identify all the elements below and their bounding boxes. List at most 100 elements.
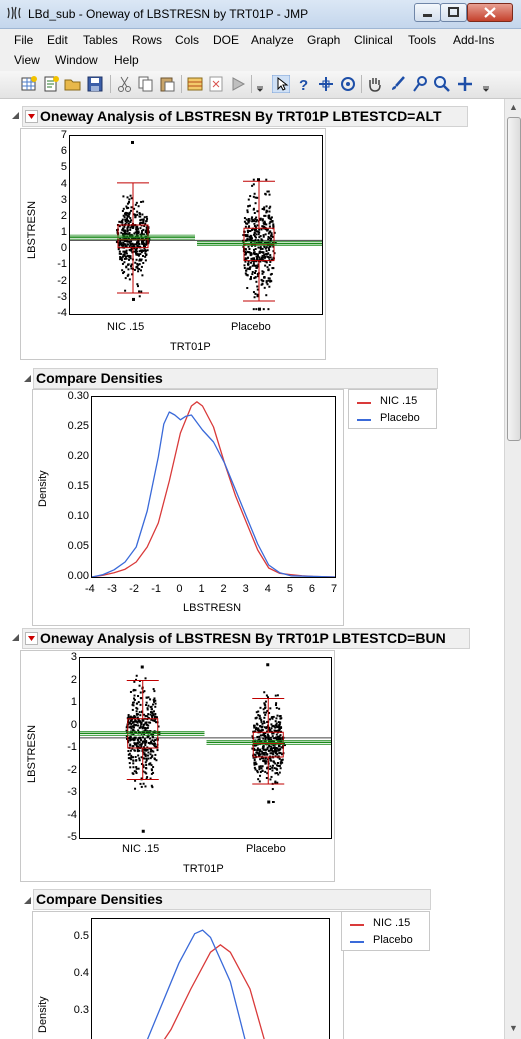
menu-edit[interactable]: Edit: [47, 33, 68, 47]
data-point: [259, 725, 262, 728]
window-title-bar[interactable]: LBd_sub - Oneway of LBSTRESN by TRT01P -…: [0, 0, 521, 29]
data-point: [270, 752, 273, 755]
data-point: [252, 227, 255, 230]
data-point: [130, 719, 133, 722]
data-point: [243, 251, 246, 254]
data-point: [275, 733, 278, 736]
data-point: [130, 247, 133, 250]
data-point: [126, 202, 129, 205]
oneway-plot-bun[interactable]: [79, 657, 332, 839]
data-point: [142, 726, 145, 729]
menu-analyze[interactable]: Analyze: [251, 33, 294, 47]
data-point: [139, 222, 142, 225]
menu-view[interactable]: View: [14, 53, 40, 67]
data-point: [252, 262, 255, 265]
open-icon[interactable]: [64, 75, 82, 93]
menu-add-ins[interactable]: Add-Ins: [453, 33, 495, 47]
data-point: [118, 241, 121, 244]
menu-rows[interactable]: Rows: [132, 33, 163, 47]
toolbar-overflow-icon[interactable]: [481, 75, 491, 93]
crosshair-tool-icon[interactable]: [317, 75, 335, 93]
run-script-icon[interactable]: [229, 75, 247, 93]
data-point: [265, 246, 268, 249]
data-point: [253, 224, 256, 227]
data-point: [134, 724, 137, 727]
data-point: [127, 233, 130, 236]
data-point: [118, 250, 121, 253]
data-point: [143, 713, 146, 716]
menu-help[interactable]: Help: [114, 53, 139, 67]
disclosure-open-icon[interactable]: [11, 633, 20, 642]
disclosure-open-icon[interactable]: [23, 374, 32, 383]
vertical-scrollbar[interactable]: ▲ ▼: [504, 99, 521, 1039]
arrow-tool-icon[interactable]: [272, 75, 290, 93]
plus-tool-icon[interactable]: [456, 75, 474, 93]
data-point: [145, 777, 148, 780]
data-point: [266, 772, 269, 775]
data-grid-icon[interactable]: [186, 75, 204, 93]
data-point: [268, 210, 271, 213]
data-point: [257, 729, 260, 732]
data-point: [246, 235, 249, 238]
data-point: [144, 252, 147, 255]
data-point: [262, 225, 265, 228]
menu-graph[interactable]: Graph: [307, 33, 341, 47]
new-script-icon[interactable]: [42, 75, 60, 93]
scroller-tool-icon[interactable]: [411, 75, 429, 93]
data-point: [145, 242, 148, 245]
data-point: [140, 290, 143, 293]
scroll-up-icon[interactable]: ▲: [509, 102, 518, 112]
minimize-button[interactable]: [414, 3, 441, 22]
red-triangle-menu-icon[interactable]: [25, 110, 38, 123]
data-point: [265, 281, 268, 284]
brush-tool-icon[interactable]: [389, 75, 407, 93]
data-point: [268, 744, 271, 747]
data-point: [121, 221, 124, 224]
cut-icon[interactable]: [116, 75, 134, 93]
menu-window[interactable]: Window: [55, 53, 98, 67]
data-point: [135, 230, 138, 233]
toolbar-overflow-icon[interactable]: [256, 75, 264, 93]
data-point: [142, 245, 145, 248]
data-point: [255, 266, 258, 269]
paste-icon[interactable]: [158, 75, 176, 93]
data-point: [132, 766, 135, 769]
magnifier-tool-icon[interactable]: [433, 75, 451, 93]
save-icon[interactable]: [86, 75, 104, 93]
data-point: [260, 257, 263, 260]
data-point: [141, 242, 144, 245]
data-point: [151, 749, 154, 752]
new-table-icon[interactable]: [20, 75, 38, 93]
scrollbar-thumb[interactable]: [507, 117, 521, 441]
data-point: [136, 262, 139, 265]
disclosure-open-icon[interactable]: [11, 111, 20, 120]
data-point: [271, 750, 274, 753]
data-point: [278, 764, 281, 767]
density-plot-2[interactable]: [91, 918, 330, 1039]
menu-tools[interactable]: Tools: [408, 33, 437, 47]
oneway-plot-alt[interactable]: [69, 135, 323, 315]
red-triangle-menu-icon[interactable]: [25, 632, 38, 645]
report-icon[interactable]: [207, 75, 225, 93]
density-plot-1[interactable]: [91, 396, 336, 578]
maximize-button[interactable]: [440, 3, 467, 22]
data-point: [128, 255, 131, 258]
data-point: [126, 229, 129, 232]
scroll-down-icon[interactable]: ▼: [509, 1023, 518, 1033]
hand-tool-icon[interactable]: [366, 75, 384, 93]
lasso-tool-icon[interactable]: [339, 75, 357, 93]
data-point: [133, 737, 136, 740]
menu-file[interactable]: File: [14, 33, 34, 47]
menu-clinical[interactable]: Clinical: [354, 33, 393, 47]
menu-cols[interactable]: Cols: [175, 33, 200, 47]
data-point: [130, 225, 133, 228]
data-point: [141, 740, 144, 743]
data-point: [265, 178, 268, 181]
data-point: [267, 727, 270, 730]
menu-tables[interactable]: Tables: [83, 33, 118, 47]
disclosure-open-icon[interactable]: [23, 896, 32, 905]
copy-icon[interactable]: [137, 75, 155, 93]
help-tool-icon[interactable]: ?: [295, 75, 313, 93]
close-button[interactable]: [467, 3, 513, 22]
menu-doe[interactable]: DOE: [213, 33, 240, 47]
